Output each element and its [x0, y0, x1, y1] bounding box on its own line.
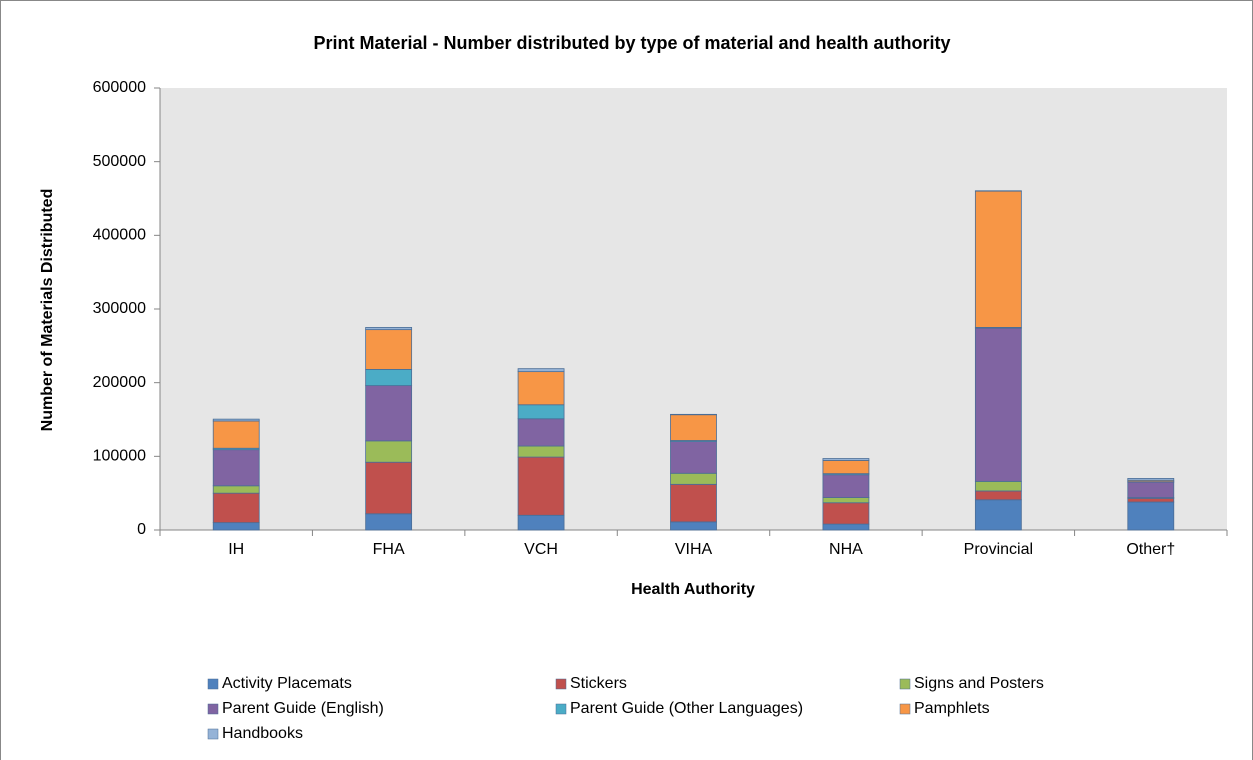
bar-segment — [822, 459, 870, 475]
bar-segment — [670, 483, 717, 523]
bar-segment — [365, 440, 413, 463]
bar-segment — [212, 449, 260, 487]
bar-segment — [365, 513, 413, 531]
bar-segment — [974, 480, 1022, 492]
x-tick-label: Provincial — [964, 541, 1033, 558]
bar-segment — [974, 490, 1022, 501]
bar-segment — [517, 371, 565, 406]
bar-segment — [1127, 481, 1175, 498]
bar-segment — [365, 327, 413, 331]
bar-segment — [517, 514, 565, 531]
bar-segment — [1127, 478, 1175, 481]
bar-segment — [670, 472, 717, 485]
bar-segment — [1127, 497, 1175, 503]
legend-swatch — [207, 703, 219, 715]
x-tick-label: NHA — [829, 541, 863, 558]
y-tick-label: 100000 — [93, 448, 146, 465]
bar-segment — [822, 497, 870, 504]
bar-segment — [822, 523, 870, 531]
y-tick-label: 500000 — [93, 153, 146, 170]
legend-swatch — [899, 678, 911, 690]
y-tick-label: 200000 — [93, 374, 146, 391]
x-tick-label: IH — [228, 541, 244, 558]
bar-segment — [1127, 501, 1175, 531]
x-tick-label: Other† — [1126, 541, 1175, 558]
bar-segment — [822, 458, 870, 461]
legend-swatch — [207, 728, 219, 740]
bar-segment — [365, 369, 413, 387]
chart-title: Print Material - Number distributed by t… — [313, 33, 950, 53]
legend-swatch — [207, 678, 219, 690]
bar-segment — [517, 418, 565, 447]
bar-segment — [365, 329, 413, 370]
legend-label: Parent Guide (Other Languages) — [570, 700, 803, 717]
bar-segment — [517, 445, 565, 458]
legend-label: Pamphlets — [914, 700, 990, 717]
bar-segment — [974, 190, 1022, 328]
legend-label: Signs and Posters — [914, 675, 1044, 692]
bar-segment — [670, 441, 717, 474]
legend-swatch — [899, 703, 911, 715]
bar-segment — [670, 521, 717, 531]
bar-segment — [974, 499, 1022, 531]
x-tick-label: VIHA — [675, 541, 713, 558]
legend-label: Parent Guide (English) — [222, 700, 384, 717]
bar-segment — [822, 502, 870, 525]
legend-swatch — [555, 703, 567, 715]
bar-segment — [670, 414, 717, 441]
bar-segment — [822, 474, 870, 498]
legend-label: Activity Placemats — [222, 675, 352, 692]
x-axis-title: Health Authority — [631, 581, 755, 598]
legend-swatch — [555, 678, 567, 690]
legend-label: Handbooks — [222, 725, 303, 742]
y-tick-label: 0 — [137, 521, 146, 538]
bar-segment — [212, 485, 260, 494]
y-tick-label: 300000 — [93, 300, 146, 317]
bar-segment — [212, 418, 260, 422]
bar-segment — [212, 492, 260, 524]
bar-segment — [212, 522, 260, 531]
x-tick-label: VCH — [524, 541, 558, 558]
bar-segment — [517, 368, 565, 373]
bar-segment — [365, 461, 413, 515]
bar-segment — [365, 385, 413, 442]
y-axis-title: Number of Materials Distributed — [39, 189, 56, 432]
y-tick-label: 600000 — [93, 79, 146, 96]
bar-segment — [517, 456, 565, 516]
bar-segment — [517, 404, 565, 420]
bar-segment — [212, 420, 260, 449]
x-tick-label: FHA — [373, 541, 405, 558]
legend-label: Stickers — [570, 675, 627, 692]
y-tick-label: 400000 — [93, 227, 146, 244]
bar-segment — [974, 327, 1022, 482]
